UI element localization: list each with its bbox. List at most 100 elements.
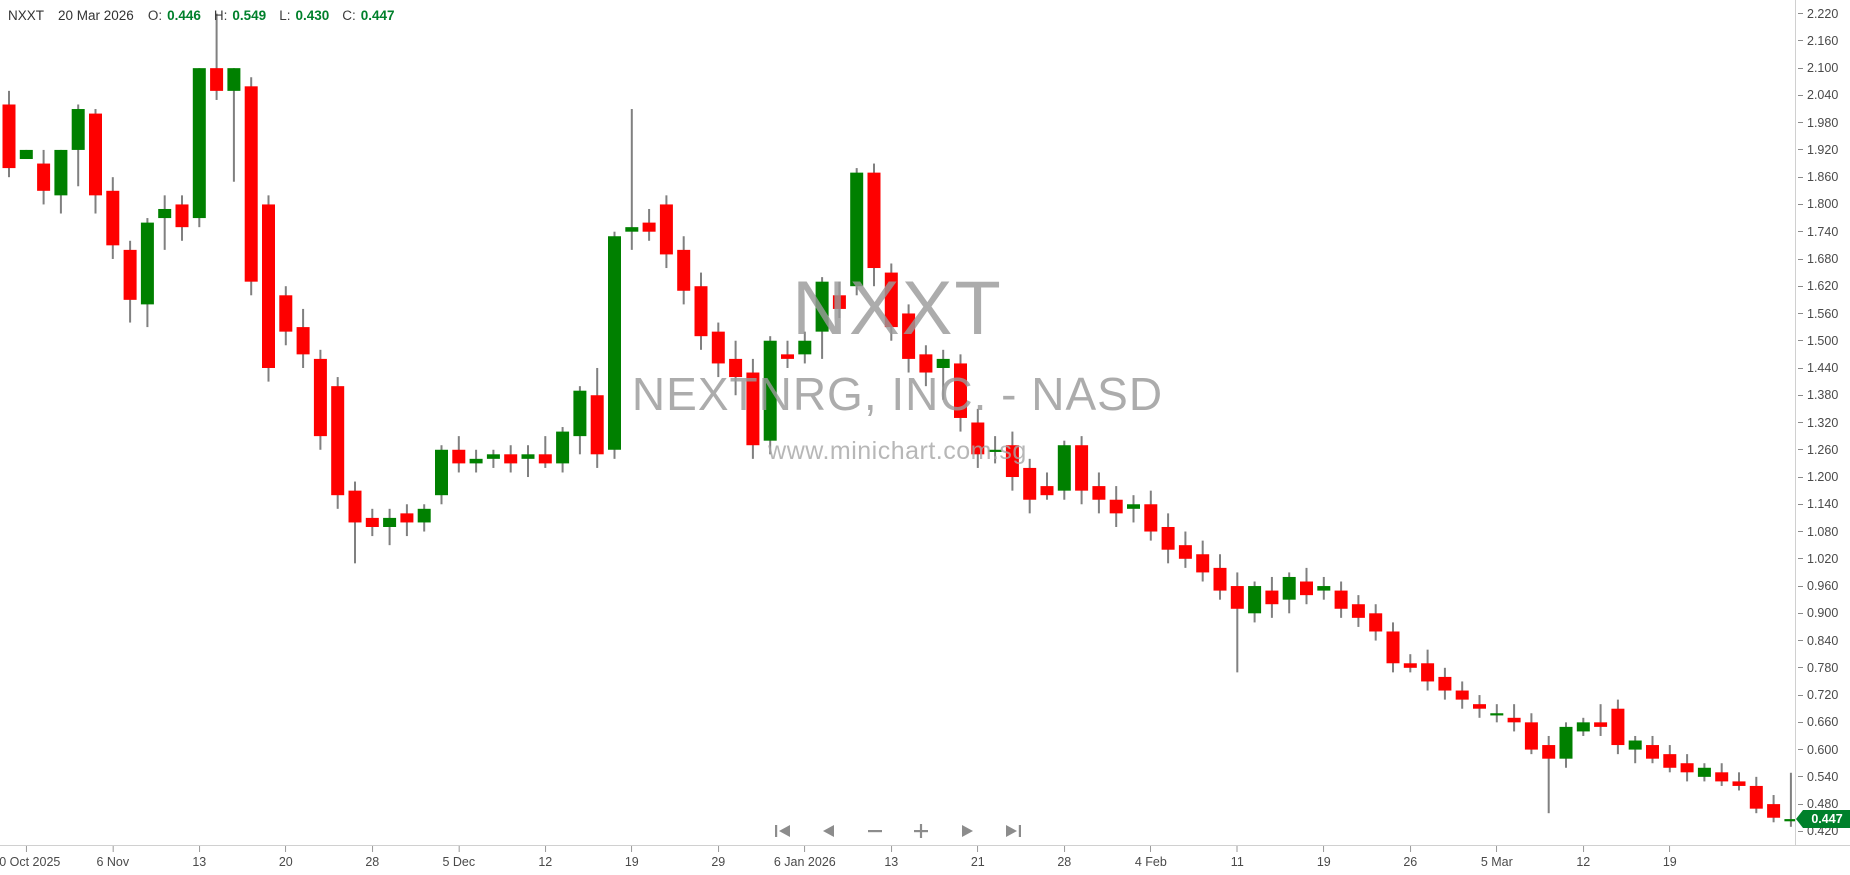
time-axis-label: 5 Dec (442, 855, 476, 869)
time-axis-label: 29 (711, 855, 726, 869)
price-axis-tick: 0.780 (1796, 660, 1850, 676)
price-axis-tick: 0.600 (1796, 742, 1850, 758)
price-axis-tick: 0.480 (1796, 796, 1850, 812)
time-axis-label: 6 Nov (96, 855, 130, 869)
candlestick (1144, 490, 1158, 541)
tick-dash (1798, 612, 1803, 614)
candlestick (1594, 704, 1608, 736)
candlestick (711, 322, 725, 378)
price-axis-label: 1.020 (1807, 551, 1839, 566)
candlestick (1334, 581, 1348, 618)
candlestick (1438, 667, 1452, 700)
tick-dash (1798, 721, 1803, 723)
candlestick (1697, 763, 1711, 782)
price-axis-label: 0.780 (1807, 660, 1839, 675)
price-axis-tick: 0.720 (1796, 687, 1850, 703)
quote-header: NXXT 20 Mar 2026 O: 0.446 H: 0.549 L: 0.… (0, 0, 1850, 30)
price-axis-tick: 1.920 (1796, 142, 1850, 158)
candlestick (2, 90, 16, 178)
price-axis-tick: 1.440 (1796, 360, 1850, 376)
candlestick (504, 445, 518, 473)
candlestick (1542, 735, 1556, 814)
time-axis-tick: 21 (971, 846, 985, 875)
candlestick (538, 436, 552, 468)
time-axis-label: 5 Mar (1480, 855, 1513, 869)
candlestick (1230, 572, 1244, 673)
candlestick (781, 340, 794, 368)
candlestick (1611, 699, 1625, 755)
price-axis-label: 1.620 (1807, 279, 1839, 294)
candlestick (1109, 486, 1123, 527)
time-axis[interactable]: 30 Oct 2025 6 Nov 13 20 28 5 Dec 12 19 29 6 Jan 2… (0, 845, 1850, 874)
time-axis-label: 19 (1316, 855, 1331, 869)
tick-dash (1798, 149, 1803, 151)
price-axis-tick: 1.260 (1796, 442, 1850, 458)
candlestick (590, 367, 604, 468)
tick-mark (458, 846, 460, 852)
candlestick (1265, 576, 1279, 618)
time-axis-tick: 6 Nov (96, 846, 129, 875)
tick-dash (1798, 803, 1803, 805)
step-back-icon[interactable] (819, 821, 839, 841)
tick-dash (1798, 67, 1803, 69)
price-axis-tick: 1.680 (1796, 251, 1850, 267)
candlestick (1386, 622, 1400, 673)
low-label: L: (279, 7, 291, 23)
candlestick (1663, 745, 1677, 773)
tick-mark (544, 846, 546, 852)
price-axis-label: 1.260 (1807, 442, 1839, 457)
candlestick (798, 331, 812, 364)
time-axis-tick: 20 (279, 846, 293, 875)
price-axis-label: 1.860 (1807, 170, 1839, 185)
candlestick (192, 68, 206, 228)
candlestick (971, 408, 985, 468)
candlestick (1300, 567, 1313, 605)
chart-navigation-toolbar[interactable] (0, 818, 1795, 844)
candlestick (383, 508, 397, 546)
skip-to-end-icon[interactable] (1003, 821, 1023, 841)
close-label: C: (342, 7, 356, 23)
candlestick (763, 336, 777, 455)
candlestick (1732, 772, 1746, 791)
time-axis-label: 30 Oct 2025 (0, 855, 61, 869)
tick-mark (371, 846, 373, 852)
price-axis-label: 1.320 (1807, 415, 1839, 430)
zoom-out-icon[interactable] (865, 821, 885, 841)
candlestick (469, 449, 483, 473)
candlestick (19, 149, 33, 160)
candlestick (1196, 540, 1210, 582)
tick-dash (1798, 449, 1803, 451)
price-axis-label: 0.660 (1807, 715, 1839, 730)
time-axis-label: 12 (1576, 855, 1591, 869)
candlestick (850, 168, 864, 296)
price-axis[interactable]: 2.220 2.160 2.100 2.040 1.980 1.920 1.860 1.800… (1795, 0, 1850, 845)
candlestick (1524, 713, 1538, 755)
candlestick (1213, 554, 1227, 600)
chart-plot-area[interactable]: NXXT NEXTNRG, INC. - NASD www.minichart.… (0, 0, 1795, 845)
price-axis-tick: 1.380 (1796, 387, 1850, 403)
time-axis-tick: 11 (1231, 846, 1244, 875)
tick-mark (25, 846, 27, 852)
price-axis-tick: 1.200 (1796, 469, 1850, 485)
tick-dash (1798, 13, 1803, 15)
time-axis-label: 12 (538, 855, 553, 869)
candlestick (400, 504, 414, 537)
time-axis-label: 19 (1662, 855, 1677, 869)
price-axis-label: 1.380 (1807, 388, 1839, 403)
price-axis-label: 1.140 (1807, 497, 1839, 512)
price-axis-tick: 1.560 (1796, 306, 1850, 322)
skip-to-start-icon[interactable] (773, 821, 793, 841)
open-value: 0.446 (167, 7, 201, 23)
time-axis-tick: 6 Jan 2026 (774, 846, 836, 875)
candlestick (140, 218, 154, 328)
price-axis-tick: 2.160 (1796, 33, 1850, 49)
candlestick (158, 195, 172, 250)
candlestick (417, 504, 431, 532)
tick-dash (1798, 231, 1803, 233)
tick-dash (1798, 394, 1803, 396)
tick-dash (1798, 776, 1803, 778)
price-axis-label: 1.500 (1807, 333, 1839, 348)
step-forward-icon[interactable] (957, 821, 977, 841)
zoom-in-icon[interactable] (911, 821, 931, 841)
